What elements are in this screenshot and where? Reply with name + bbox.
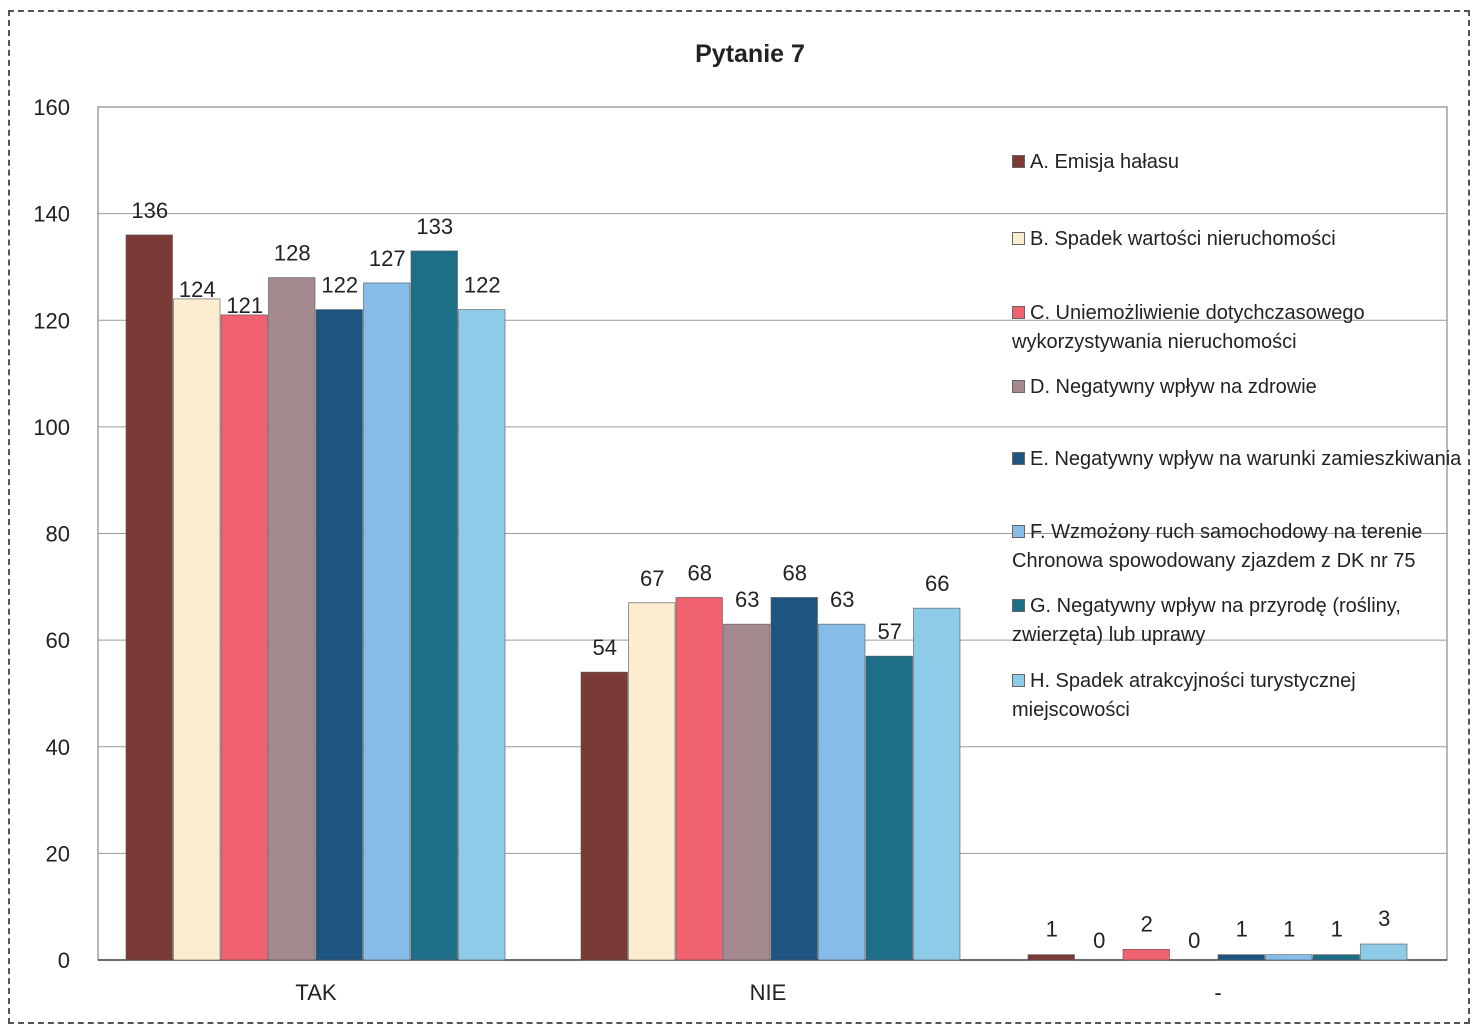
legend-swatch [1012,155,1025,168]
bar [1122,949,1170,961]
bar [580,671,628,961]
legend-swatch [1012,599,1025,612]
data-label: 63 [735,587,759,612]
y-tick-label: 100 [33,415,70,440]
data-label: 133 [416,214,453,239]
data-label: 0 [1093,928,1105,953]
y-tick-label: 20 [46,841,70,866]
y-tick-label: 80 [46,522,70,547]
legend-swatch [1012,380,1025,393]
data-label: 121 [226,293,263,318]
x-tick-label: - [1214,980,1221,1005]
bar [458,309,506,961]
data-label: 128 [274,241,311,266]
bar [865,655,913,961]
data-label: 0 [1188,928,1200,953]
x-tick-label: TAK [295,980,336,1005]
bar [173,298,221,961]
legend-label: A. Emisja hałasu [1030,151,1179,173]
legend-label: E. Negatywny wpływ na warunki zamieszkiw… [1030,448,1462,470]
y-tick-label: 0 [58,948,70,973]
y-tick-label: 140 [33,202,70,227]
legend-item: G. Negatywny wpływ na przyrodę (rośliny,… [1012,592,1472,650]
legend-swatch [1012,232,1025,245]
legend-label: G. Negatywny wpływ na przyrodę (rośliny,… [1012,595,1401,646]
data-label: 68 [783,560,807,585]
bar [913,607,961,961]
bar [220,314,268,961]
legend-swatch [1012,452,1025,465]
bar [723,623,771,961]
data-label: 67 [640,566,664,591]
bar [268,277,316,961]
bar [363,282,411,961]
bar [1312,954,1360,961]
data-label: 1 [1046,917,1058,942]
legend-item: D. Negatywny wpływ na zdrowie [1012,373,1472,402]
y-tick-label: 40 [46,735,70,760]
legend-label: D. Negatywny wpływ na zdrowie [1030,376,1317,398]
data-label: 68 [688,560,712,585]
legend-label: C. Uniemożliwienie dotychczasowego wykor… [1012,302,1365,353]
data-label: 3 [1378,906,1390,931]
bar [675,597,723,961]
legend-label: F. Wzmożony ruch samochodowy na terenie … [1012,521,1423,572]
legend-item: F. Wzmożony ruch samochodowy na terenie … [1012,518,1472,576]
bar [410,250,458,961]
legend-swatch [1012,525,1025,538]
data-label: 1 [1331,917,1343,942]
data-label: 66 [925,571,949,596]
legend-item: A. Emisja hałasu [1012,148,1472,177]
bar [770,597,818,961]
legend-item: E. Negatywny wpływ na warunki zamieszkiw… [1012,445,1472,474]
data-label: 122 [321,273,358,298]
data-label: 54 [593,635,617,660]
y-tick-label: 120 [33,308,70,333]
bar [1360,943,1408,961]
y-tick-label: 160 [33,95,70,120]
bar [1027,954,1075,961]
x-tick-label: NIE [750,980,787,1005]
data-label: 63 [830,587,854,612]
data-label: 57 [878,619,902,644]
data-label: 136 [131,198,168,223]
bar [818,623,866,961]
legend-item: C. Uniemożliwienie dotychczasowego wykor… [1012,299,1472,357]
data-label: 2 [1141,911,1153,936]
data-label: 1 [1236,917,1248,942]
legend-swatch [1012,306,1025,319]
legend-item: H. Spadek atrakcyjności turystycznej mie… [1012,667,1472,725]
bar [628,602,676,961]
bar [125,234,173,961]
bar [315,309,363,961]
bar [1265,954,1313,961]
legend-label: H. Spadek atrakcyjności turystycznej mie… [1012,670,1356,721]
legend-swatch [1012,674,1025,687]
data-label: 122 [464,273,501,298]
data-label: 1 [1283,917,1295,942]
bar [1217,954,1265,961]
chart-title: Pytanie 7 [695,40,805,68]
legend-item: B. Spadek wartości nieruchomości [1012,225,1472,254]
data-label: 127 [369,246,406,271]
y-tick-label: 60 [46,628,70,653]
chart-border [8,10,1470,1024]
data-label: 124 [179,277,216,302]
legend-label: B. Spadek wartości nieruchomości [1030,228,1336,250]
